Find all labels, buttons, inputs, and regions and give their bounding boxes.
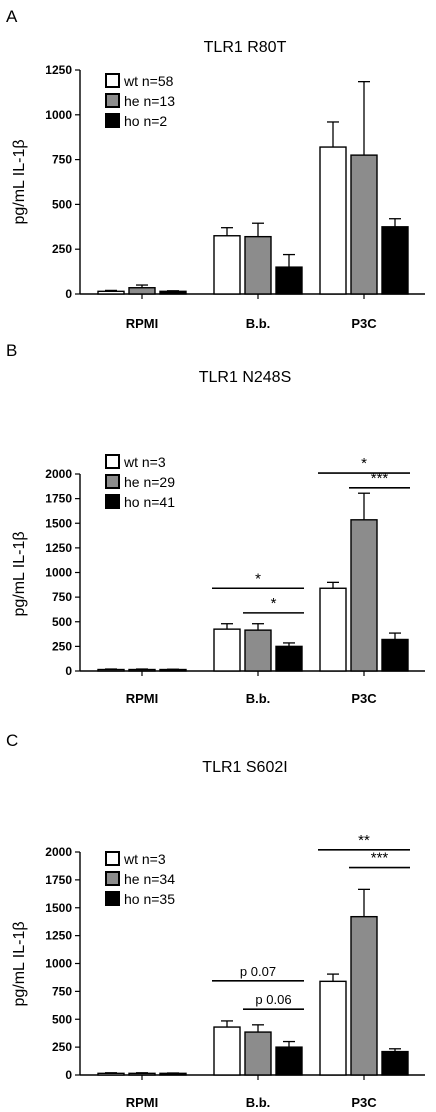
significance-label: *** bbox=[371, 850, 389, 867]
bar bbox=[275, 645, 303, 672]
legend-label: ho n=35 bbox=[124, 891, 175, 907]
bar bbox=[319, 146, 347, 295]
x-tick-label: B.b. bbox=[246, 691, 271, 706]
significance-label: * bbox=[361, 455, 367, 472]
y-tick-label: 0 bbox=[65, 1068, 72, 1082]
bar bbox=[381, 638, 409, 672]
y-tick-label: 1500 bbox=[45, 901, 72, 915]
y-tick-label: 500 bbox=[52, 1012, 72, 1026]
y-tick-label: 250 bbox=[52, 242, 72, 256]
chart-title: TLR1 N248S bbox=[199, 369, 292, 386]
legend-label: wt n=58 bbox=[123, 73, 174, 89]
legend-swatch bbox=[105, 113, 120, 128]
significance-label: * bbox=[255, 570, 261, 587]
legend-swatch bbox=[105, 474, 120, 489]
y-tick-label: 1250 bbox=[45, 929, 72, 943]
bar bbox=[159, 290, 187, 295]
legend-swatch bbox=[105, 454, 120, 469]
y-tick-label: 1000 bbox=[45, 566, 72, 580]
bar bbox=[244, 629, 272, 672]
bar bbox=[319, 587, 347, 672]
bar bbox=[275, 266, 303, 295]
y-tick-label: 1250 bbox=[45, 63, 72, 77]
y-tick-label: 750 bbox=[52, 984, 72, 998]
panel-label: A bbox=[6, 7, 18, 26]
legend-label: wt n=3 bbox=[123, 851, 166, 867]
y-tick-label: 1500 bbox=[45, 516, 72, 530]
bar bbox=[381, 226, 409, 295]
y-tick-label: 1250 bbox=[45, 541, 72, 555]
bar bbox=[213, 235, 241, 295]
y-tick-label: 2000 bbox=[45, 467, 72, 481]
x-tick-label: B.b. bbox=[246, 316, 271, 331]
legend-label: wt n=3 bbox=[123, 454, 166, 470]
legend-label: he n=29 bbox=[124, 474, 175, 490]
y-tick-label: 500 bbox=[52, 615, 72, 629]
panel-label: B bbox=[6, 341, 17, 360]
legend-label: he n=34 bbox=[124, 871, 175, 887]
significance-label: ** bbox=[358, 832, 370, 849]
x-tick-label: P3C bbox=[351, 316, 377, 331]
bar bbox=[275, 1046, 303, 1076]
y-tick-label: 1000 bbox=[45, 957, 72, 971]
bar bbox=[97, 668, 125, 672]
legend-swatch bbox=[105, 891, 120, 906]
y-axis-label: pg/mL IL-1β bbox=[11, 921, 28, 1006]
y-tick-label: 750 bbox=[52, 590, 72, 604]
y-tick-label: 250 bbox=[52, 639, 72, 653]
x-tick-label: RPMI bbox=[126, 691, 159, 706]
bar bbox=[128, 1072, 156, 1076]
bar bbox=[319, 980, 347, 1076]
x-tick-label: P3C bbox=[351, 691, 377, 706]
y-tick-label: 0 bbox=[65, 287, 72, 301]
legend-label: ho n=2 bbox=[124, 113, 167, 129]
legend-swatch bbox=[105, 851, 120, 866]
legend-swatch bbox=[105, 73, 120, 88]
bar bbox=[350, 519, 378, 672]
y-axis-label: pg/mL IL-1β bbox=[11, 531, 28, 616]
significance-label: *** bbox=[371, 470, 389, 487]
y-tick-label: 1750 bbox=[45, 873, 72, 887]
y-tick-label: 0 bbox=[65, 664, 72, 678]
significance-label: p 0.07 bbox=[240, 964, 276, 979]
x-tick-label: P3C bbox=[351, 1095, 377, 1110]
chart-panel-A: A TLR1 R80T pg/mL IL-1β 0 250 500 750 1000 1250 R… bbox=[6, 7, 425, 331]
x-tick-label: B.b. bbox=[246, 1095, 271, 1110]
legend-swatch bbox=[105, 871, 120, 886]
legend-label: ho n=41 bbox=[124, 494, 175, 510]
bar bbox=[350, 154, 378, 295]
x-tick-label: RPMI bbox=[126, 316, 159, 331]
bar bbox=[350, 915, 378, 1076]
significance-label: * bbox=[271, 595, 277, 612]
legend-label: he n=13 bbox=[124, 93, 175, 109]
chart-panel-B: B TLR1 N248S pg/mL IL-1β 0 250 500 750 1000 1250… bbox=[6, 341, 425, 706]
bar bbox=[97, 290, 125, 295]
x-tick-label: RPMI bbox=[126, 1095, 159, 1110]
y-tick-label: 500 bbox=[52, 197, 72, 211]
y-tick-label: 750 bbox=[52, 153, 72, 167]
y-tick-label: 2000 bbox=[45, 845, 72, 859]
panel-label: C bbox=[6, 731, 18, 750]
bar bbox=[213, 628, 241, 672]
bar bbox=[244, 1031, 272, 1076]
legend-swatch bbox=[105, 93, 120, 108]
chart-panel-C: C TLR1 S602I pg/mL IL-1β 0 250 500 750 1000 1250… bbox=[6, 731, 425, 1110]
y-tick-label: 1750 bbox=[45, 492, 72, 506]
legend-swatch bbox=[105, 494, 120, 509]
bar bbox=[381, 1050, 409, 1076]
chart-title: TLR1 S602I bbox=[202, 759, 287, 776]
y-axis-label: pg/mL IL-1β bbox=[11, 139, 28, 224]
y-tick-label: 1000 bbox=[45, 108, 72, 122]
bar bbox=[128, 287, 156, 295]
y-tick-label: 250 bbox=[52, 1040, 72, 1054]
bar bbox=[128, 668, 156, 672]
significance-label: p 0.06 bbox=[255, 992, 291, 1007]
chart-title: TLR1 R80T bbox=[204, 39, 287, 56]
bar bbox=[244, 235, 272, 295]
bar bbox=[213, 1026, 241, 1076]
bar bbox=[97, 1072, 125, 1076]
